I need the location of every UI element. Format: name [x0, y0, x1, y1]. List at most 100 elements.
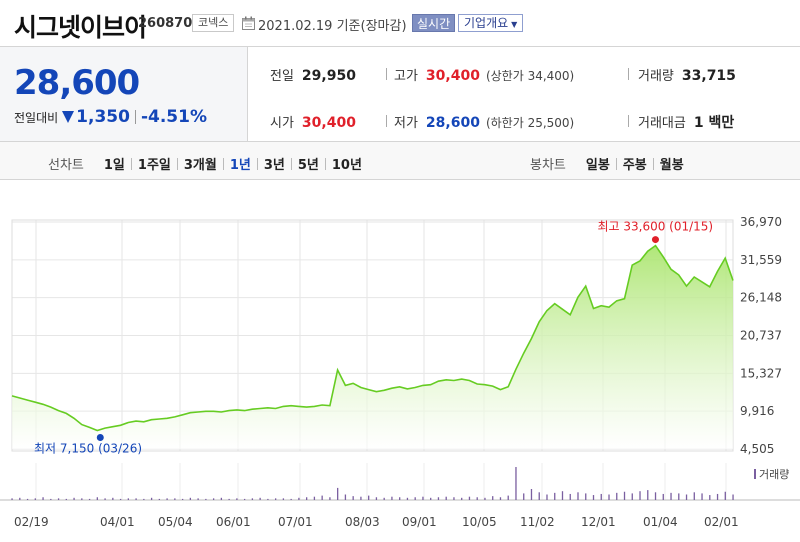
volume-bar [592, 495, 595, 500]
high-stat: 고가 30,400 (상한가 34,400) [394, 65, 574, 84]
volume-bar [50, 498, 52, 500]
volume-bar [65, 498, 67, 500]
volume-bar [631, 493, 633, 500]
candle-chart-tabs: 봉차트 일봉 주봉 월봉 [530, 154, 690, 173]
realtime-button[interactable]: 실시간 [412, 14, 456, 32]
tab-5y[interactable]: 5년 [297, 158, 319, 173]
divider [130, 157, 132, 170]
volume-legend-swatch [754, 469, 756, 479]
volume-bar [724, 491, 726, 500]
low-stat: 저가 28,600 (하한가 25,500) [394, 112, 574, 131]
high-annotation: 최고 33,600 (01/15) [597, 220, 713, 234]
volume-bar [383, 497, 385, 500]
tab-10y[interactable]: 10년 [331, 158, 362, 173]
down-triangle-icon [62, 111, 75, 123]
volume-bar [538, 492, 540, 500]
volume-bar [600, 493, 602, 500]
volume-bar [608, 494, 610, 500]
volume-bar [57, 498, 60, 500]
tab-weekly[interactable]: 주봉 [622, 158, 647, 173]
high-marker [651, 236, 659, 244]
x-tick-label: 02/01 [704, 515, 739, 529]
volume-bar [445, 496, 447, 500]
volume-bar [306, 497, 308, 500]
volume-bar [399, 497, 401, 500]
volume-bar [430, 497, 432, 500]
prev-close-stat: 전일 29,950 [270, 65, 356, 84]
volume-label: 거래량 [638, 69, 674, 84]
base-date: 2021.02.19 기준(장마감) [258, 15, 407, 34]
volume-bar [158, 498, 161, 500]
volume-bar [329, 497, 331, 500]
volume-bar [662, 493, 664, 500]
volume-bar [174, 498, 176, 500]
company-overview-button[interactable]: 기업개요 ▼ [458, 14, 524, 32]
divider [652, 157, 654, 170]
volume-bar [243, 498, 246, 500]
x-tick-label: 11/02 [520, 515, 555, 529]
divider [386, 115, 387, 127]
volume-bar [360, 496, 362, 500]
volume-bar [391, 496, 393, 500]
tab-monthly[interactable]: 월봉 [659, 158, 684, 173]
divider [324, 157, 326, 170]
volume-bar [507, 495, 509, 500]
volume-bar [104, 498, 106, 500]
x-tick-label: 10/05 [462, 515, 497, 529]
volume-bar [716, 493, 719, 500]
divider [386, 68, 387, 80]
tab-3y[interactable]: 3년 [263, 158, 285, 173]
volume-bar [11, 498, 13, 500]
volume-bar [135, 498, 137, 500]
volume-bar [732, 494, 734, 500]
volume-bar [96, 497, 98, 500]
volume-bar [337, 487, 339, 500]
volume-bar [492, 496, 494, 500]
upper-limit: (상한가 34,400) [485, 69, 575, 83]
volume-bar [298, 497, 300, 500]
amount-label: 거래대금 [638, 116, 686, 131]
divider [628, 68, 629, 80]
volume-bar [321, 495, 323, 500]
volume-bar [693, 492, 695, 500]
volume-value: 33,715 [681, 68, 736, 84]
price-line [11, 244, 734, 432]
volume-bar [437, 497, 440, 500]
volume-bar [375, 497, 378, 500]
price-chart[interactable]: 36,970 31,559 26,148 20,737 15,327 9,916 4,505… [0, 180, 800, 542]
tab-1d[interactable]: 1일 [103, 158, 125, 173]
company-overview-label: 기업개요 [464, 16, 509, 30]
divider [290, 157, 292, 170]
tab-1w[interactable]: 1주일 [137, 158, 171, 173]
chart-tab-row: 선차트 1일 1주일 3개월 1년 3년 5년 10년 봉차트 일봉 주봉 월봉 [0, 142, 800, 180]
price-summary: 28,600 전일대비 1,350 -4.51% 전일 29,950 고가 30… [0, 46, 800, 142]
volume-bar [654, 492, 657, 500]
x-tick-label: 04/01 [100, 515, 135, 529]
volume-bar [205, 498, 207, 500]
date-value: 2021.02.19 [258, 19, 333, 34]
price-area [12, 245, 733, 449]
date-suffix: 기준(장마감) [336, 19, 407, 34]
volume-bar [530, 489, 533, 500]
volume-bar [647, 490, 649, 500]
open-value: 30,400 [301, 115, 356, 131]
tab-daily[interactable]: 일봉 [585, 158, 610, 173]
y-tick-label: 9,916 [740, 404, 774, 418]
tab-3m[interactable]: 3개월 [183, 158, 217, 173]
y-tick-label: 36,970 [740, 215, 782, 229]
volume-bar [499, 497, 502, 500]
volume-bar [88, 498, 91, 500]
prev-close-value: 29,950 [301, 68, 356, 84]
y-tick-label: 20,737 [740, 329, 782, 343]
volume-bar [678, 493, 680, 500]
change-amount: 1,350 [76, 107, 130, 127]
volume-bar [220, 497, 223, 500]
x-tick-label: 05/04 [158, 515, 193, 529]
high-value: 30,400 [425, 68, 480, 84]
volume-bar [267, 498, 269, 500]
volume-bar [212, 498, 215, 500]
divider [134, 110, 136, 124]
volume-bar [166, 498, 168, 500]
tab-1y[interactable]: 1년 [229, 158, 251, 173]
